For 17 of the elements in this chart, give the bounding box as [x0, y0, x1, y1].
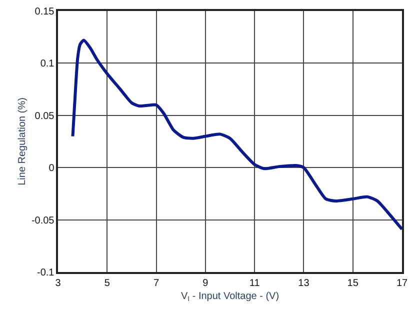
- x-tick-label: 15: [347, 278, 359, 289]
- line-series: [71, 38, 402, 231]
- y-tick-label: 0: [48, 163, 55, 174]
- y-axis-title: Line Regulation (%): [16, 98, 28, 186]
- y-tick-label: 0.1: [40, 58, 55, 70]
- x-tick-label: 3: [55, 278, 62, 289]
- x-axis-title: V$_{I}$ - Input Voltage - (V): [180, 290, 280, 303]
- y-tick-label: 0.05: [34, 110, 55, 122]
- x-tick-label: 11: [249, 278, 260, 289]
- y-tick-label: -0.1: [37, 268, 55, 278]
- x-tick-label: 9: [202, 278, 209, 289]
- y-tick-label: 0.15: [34, 6, 55, 18]
- y-tick-label: -0.05: [31, 215, 55, 226]
- x-tick-label: 7: [154, 278, 160, 289]
- x-tick-label: 5: [104, 278, 110, 289]
- x-tick-label: 17: [396, 278, 408, 289]
- x-tick-label: 13: [298, 278, 310, 289]
